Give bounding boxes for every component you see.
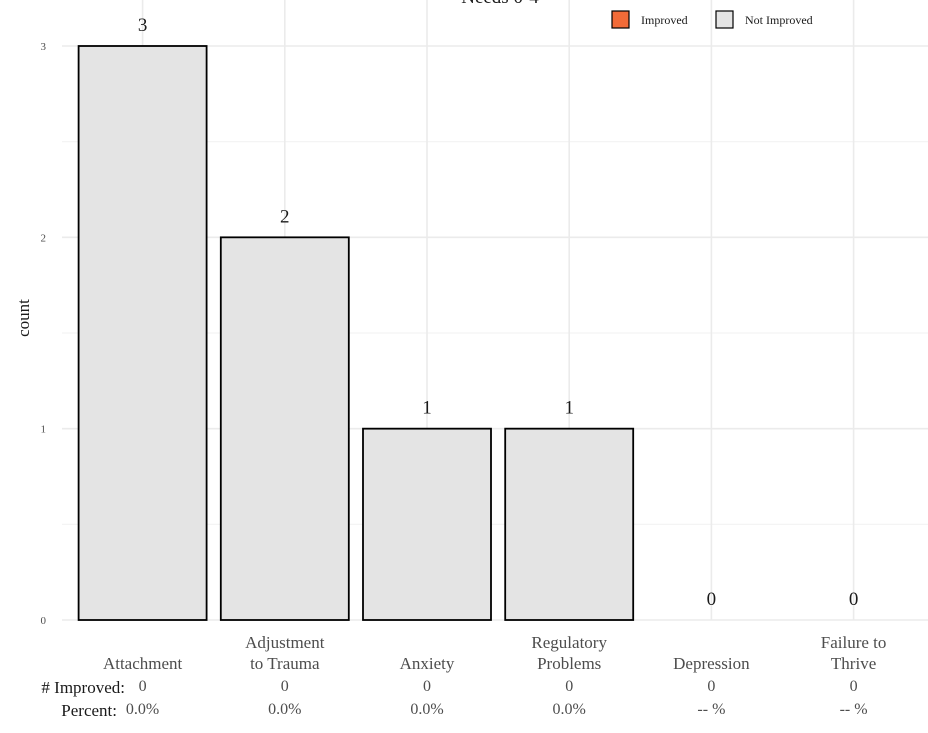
bar-not-improved (77, 45, 208, 621)
table-cell: 0 (850, 678, 858, 695)
table-cell: 0 (281, 678, 289, 695)
bar-not-improved (219, 236, 350, 621)
table-cell: 0.0% (126, 701, 159, 718)
legend: Improved Not Improved (611, 10, 813, 29)
x-tick-label: Adjustment to Trauma (245, 633, 325, 673)
table-cell: 0.0% (268, 701, 301, 718)
y-tick-label: 0 (41, 615, 47, 627)
bar-not-improved (504, 427, 635, 621)
x-tick-label: Attachment (103, 654, 183, 673)
y-tick-label: 3 (41, 41, 47, 53)
bar-value-label: 0 (849, 589, 859, 610)
y-tick-label: 2 (41, 232, 47, 244)
legend-key-not-improved (715, 10, 734, 29)
y-tick-label: 1 (41, 424, 47, 436)
table-cell: 0.0% (553, 701, 586, 718)
x-axis: Attachment Adjustment to Trauma Anxiety Regu… (103, 633, 886, 673)
table-cell: 0 (139, 678, 147, 695)
x-tick-label: Depression (673, 654, 750, 673)
table-cell: 0 (565, 678, 573, 695)
bar-value-label: 0 (707, 589, 717, 610)
table-cell: 0 (707, 678, 715, 695)
x-tick-label: Failure to Thrive (821, 633, 887, 673)
bar-labels: 3 2 1 1 0 0 (138, 15, 859, 610)
y-axis-title: count (14, 299, 33, 337)
table-row-label: Percent: (61, 701, 117, 720)
legend-label-not-improved: Not Improved (745, 13, 813, 27)
bar-value-label: 3 (138, 15, 148, 36)
y-axis: 0 1 2 3 (41, 41, 47, 627)
legend-key-improved (611, 10, 630, 29)
bar-value-label: 1 (564, 398, 574, 419)
table-cell: 0.0% (410, 701, 443, 718)
table-cell: 0 (423, 678, 431, 695)
table-row-label: # Improved: (41, 678, 125, 697)
bars (77, 45, 635, 621)
x-tick-label: Regulatory Problems (531, 633, 607, 673)
improvement-table: # Improved: 0 0 0 0 0 0 Percent: 0.0% 0.0% 0.0% 0.0… (41, 678, 867, 720)
bar-not-improved (362, 427, 492, 621)
bar-value-label: 1 (422, 398, 432, 419)
bar-value-label: 2 (280, 206, 290, 227)
chart-title: Needs 0-4 (461, 0, 539, 8)
table-cell: -- % (840, 701, 868, 718)
x-tick-label: Anxiety (400, 654, 455, 673)
legend-label-improved: Improved (641, 13, 688, 27)
table-cell: -- % (697, 701, 725, 718)
